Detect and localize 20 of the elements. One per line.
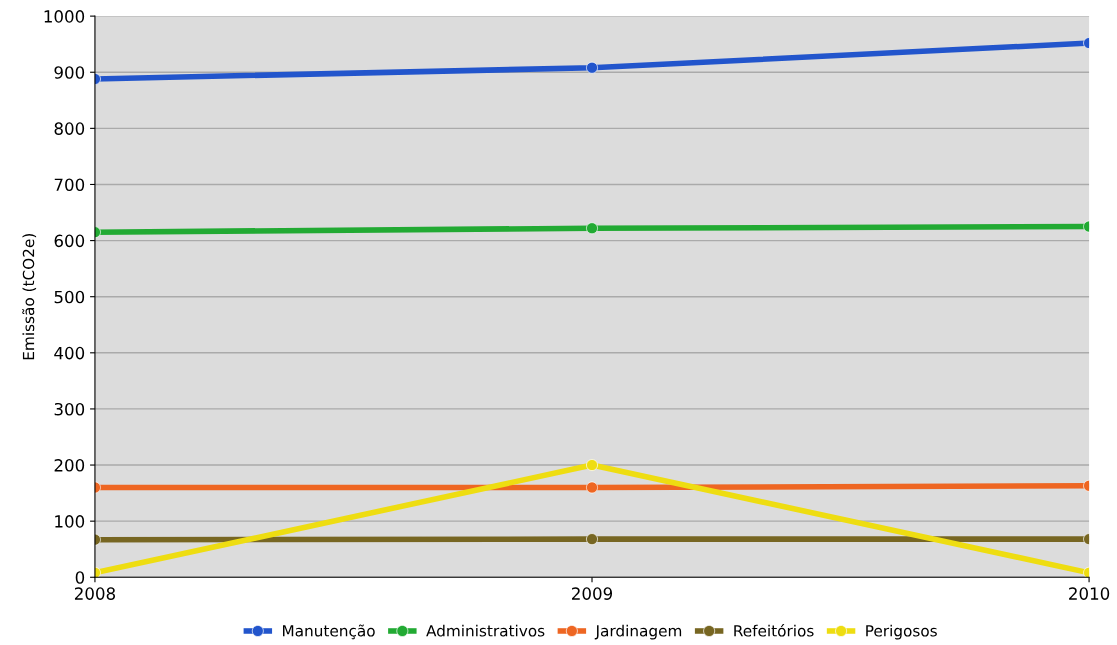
y-tick-label: 600 — [54, 234, 85, 248]
y-tick-label: 300 — [54, 402, 85, 416]
y-tick-label: 500 — [54, 290, 85, 304]
x-tick-label: 2008 — [74, 587, 116, 600]
legend-label: Jardinagem — [594, 624, 682, 640]
y-tick-label: 400 — [54, 346, 85, 360]
y-tick-label: 900 — [54, 66, 85, 79]
y-tick-label: 0 — [75, 571, 85, 584]
x-tick-label: 2009 — [572, 587, 613, 600]
y-tick-label: 700 — [54, 178, 85, 192]
y-tick-label: 100 — [55, 515, 85, 528]
legend-label: Refeitórios — [734, 624, 814, 637]
y-tick-label: 800 — [54, 122, 85, 135]
legend-label: Perigosos — [866, 624, 937, 640]
y-axis-title: Emissão (tCO2e) — [22, 234, 37, 360]
y-tick-label: 1000 — [44, 10, 85, 23]
y-tick-label: 200 — [54, 459, 85, 472]
legend-label: Manutenção — [283, 624, 375, 640]
x-tick-label: 2010 — [1069, 587, 1110, 600]
legend-label: Administrativos — [426, 624, 545, 637]
